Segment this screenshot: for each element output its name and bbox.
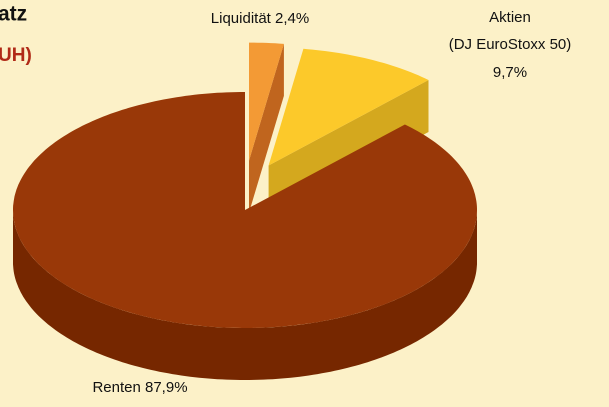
category-label: Aktien (DJ EuroStoxx 50) (449, 9, 572, 53)
slice (13, 92, 477, 328)
slice-label: Liquidität 2,4% (211, 10, 309, 27)
value-label: 2,4% (275, 10, 309, 27)
chart-subtitle: UH) (0, 45, 32, 66)
category-line: (DJ EuroStoxx 50) (449, 36, 572, 53)
value-label: 87,9% (145, 379, 188, 396)
slice-label: Renten 87,9% (92, 379, 187, 396)
slice (249, 42, 284, 161)
chart-title: atz (0, 3, 27, 26)
slice-wall (13, 210, 477, 380)
slice (268, 48, 429, 166)
category-label: Liquidität (211, 10, 272, 27)
value-label: 9,7% (493, 64, 527, 81)
slice-side (249, 43, 284, 213)
category-line: Aktien (489, 9, 531, 26)
category-label: Renten (92, 379, 140, 396)
